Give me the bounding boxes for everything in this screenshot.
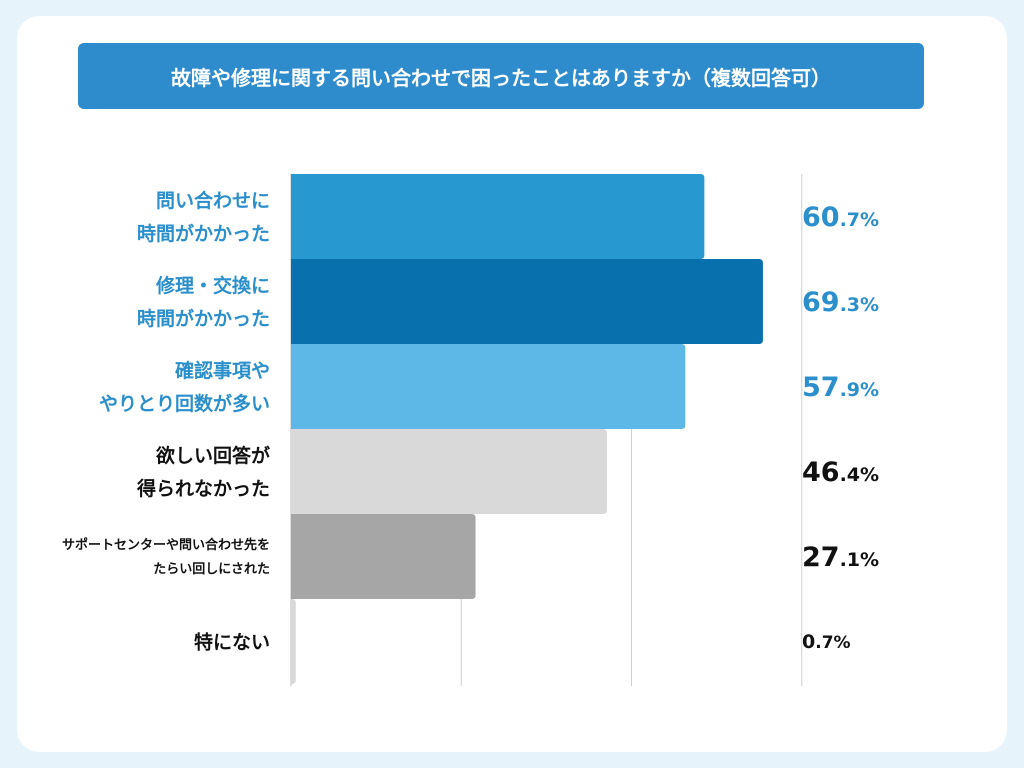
category-label: たらい回しにされた	[153, 562, 270, 577]
bar	[291, 514, 476, 599]
category-label: やりとり回数が多い	[99, 392, 270, 415]
bar	[291, 259, 763, 344]
category-label: サポートセンターや問い合わせ先を	[62, 537, 270, 553]
category-label: 確認事項や	[175, 359, 270, 382]
category-label: 得られなかった	[136, 477, 270, 500]
value-label: 46.4%	[802, 457, 879, 488]
category-label: 特にない	[194, 631, 270, 653]
category-label: 欲しい回答が	[155, 444, 270, 467]
chart-title: 故障や修理に関する問い合わせで困ったことはありますか（複数回答可）	[78, 43, 924, 109]
value-label: 57.9%	[802, 372, 879, 403]
category-label: 問い合わせに	[156, 189, 270, 212]
value-label: 27.1%	[802, 542, 879, 573]
bar	[291, 344, 686, 429]
value-label: 69.3%	[802, 287, 879, 318]
bar	[291, 599, 296, 684]
value-label: 60.7%	[802, 202, 879, 233]
category-label: 修理・交換に	[155, 274, 270, 297]
bar	[291, 429, 607, 514]
category-label: 時間がかかった	[137, 222, 270, 245]
value-label: 0.7%	[802, 631, 851, 653]
bar	[291, 174, 705, 259]
category-label: 時間がかかった	[137, 307, 270, 330]
